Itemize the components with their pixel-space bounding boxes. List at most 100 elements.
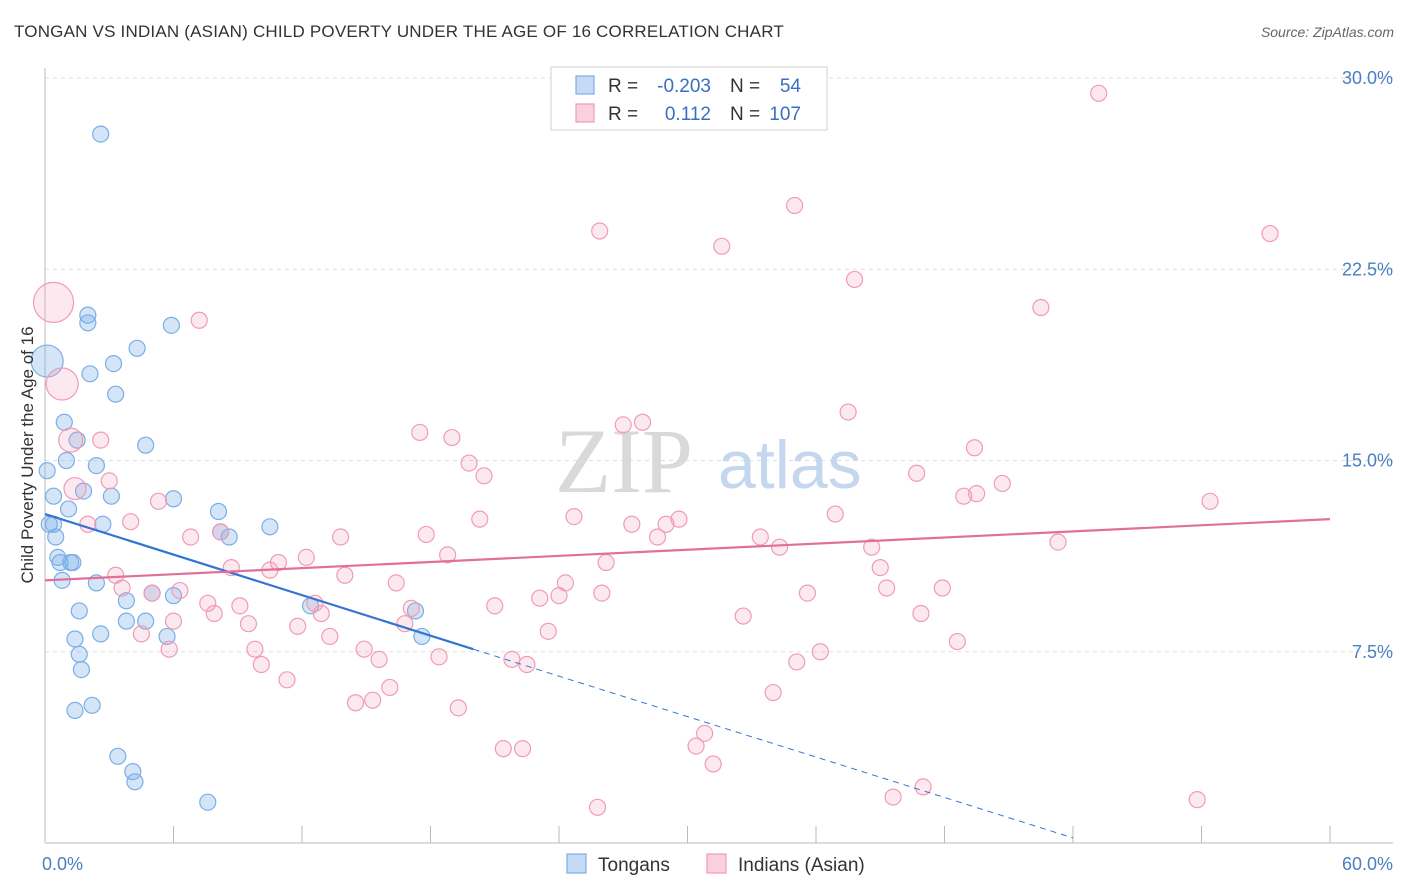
indians-point: [539, 622, 557, 640]
indians-point: [63, 476, 87, 501]
tongans-point: [137, 612, 155, 630]
y-tick-label: 22.5%: [1342, 259, 1393, 279]
chart-title: TONGAN VS INDIAN (ASIAN) CHILD POVERTY U…: [14, 22, 784, 41]
legend-indians-swatch: [706, 853, 727, 874]
source-label: Source: ZipAtlas.com: [1260, 24, 1394, 40]
tongans-point: [117, 612, 135, 630]
indians-point: [149, 492, 168, 510]
indians-point: [231, 597, 249, 615]
tongans-point: [124, 762, 142, 781]
legend-tongans-label: Tongans: [598, 855, 670, 876]
indians-point: [239, 615, 258, 633]
watermark-atlas: atlas: [718, 427, 862, 503]
tongans-point: [74, 482, 93, 500]
indians-point: [289, 617, 307, 635]
tongans-swatch: [575, 75, 595, 95]
indians-point: [100, 472, 118, 490]
indians-point: [713, 237, 731, 255]
indians-point: [593, 584, 611, 602]
indians-point: [205, 604, 223, 623]
indians-point: [878, 579, 896, 597]
indians-point: [370, 650, 388, 669]
indians-point: [297, 548, 315, 567]
indians-point: [212, 523, 230, 541]
indians-point: [430, 648, 448, 666]
tongans-point: [117, 592, 135, 610]
data-points: [30, 84, 1279, 816]
tongans-n-label: N =: [730, 76, 760, 97]
stats-legend-box: [550, 66, 828, 131]
indians-point: [143, 584, 161, 602]
y-tick-label: 7.5%: [1352, 642, 1393, 662]
series-legend: Tongans Indians (Asian): [566, 853, 865, 876]
indians-point: [597, 553, 615, 572]
watermark-zip: ZIP: [555, 410, 693, 512]
tongans-point: [128, 339, 146, 357]
indians-point: [58, 427, 84, 453]
tongans-point: [70, 645, 88, 663]
indians-point: [531, 589, 549, 607]
indians-point: [648, 528, 667, 546]
indians-point: [486, 597, 504, 615]
indians-point: [355, 640, 373, 658]
indians-point: [993, 474, 1011, 493]
legend-tongans-swatch: [566, 853, 587, 874]
indians-point: [199, 594, 217, 612]
indians-points: [32, 84, 1279, 816]
tongans-point: [107, 385, 125, 403]
indians-point: [845, 270, 864, 289]
indians-point: [871, 558, 889, 577]
indians-point: [1090, 84, 1108, 102]
tongans-point: [70, 602, 88, 620]
indians-point: [1049, 533, 1067, 551]
indians-point: [1032, 298, 1050, 317]
indians-point: [411, 423, 429, 442]
indians-point: [657, 515, 675, 533]
indians-point: [670, 510, 688, 528]
tongans-point: [83, 696, 101, 714]
tongans-point: [137, 436, 155, 454]
legend-indians-label: Indians (Asian): [738, 855, 865, 876]
tongans-point: [109, 747, 127, 765]
indians-point: [182, 528, 200, 546]
indians-point: [402, 599, 420, 618]
indians-point: [336, 566, 354, 584]
indians-point: [312, 604, 330, 623]
indians-point: [381, 678, 399, 697]
indians-point: [811, 643, 829, 661]
y-tick-label: 30.0%: [1342, 68, 1393, 88]
indians-point: [494, 740, 512, 758]
y-tick-label: 15.0%: [1342, 451, 1393, 471]
axes: [44, 68, 1393, 844]
indians-point: [364, 691, 382, 709]
tongans-point: [220, 528, 238, 546]
tongans-point: [126, 773, 144, 791]
tongans-point: [44, 487, 63, 505]
tongans-point: [87, 457, 106, 475]
tongans-point: [162, 316, 180, 334]
indians-point: [278, 671, 296, 689]
tongans-r-label: R =: [608, 76, 638, 97]
indians-point: [588, 798, 607, 816]
tongans-point: [92, 625, 110, 643]
indians-point: [331, 528, 350, 546]
indians-point: [826, 505, 844, 523]
indians-point: [556, 574, 575, 592]
tongans-point: [72, 660, 91, 679]
indians-r-value: 0.112: [665, 104, 711, 125]
indians-point: [449, 699, 467, 717]
indians-point: [1201, 492, 1219, 510]
indians-point: [770, 538, 789, 556]
indians-point: [751, 528, 769, 546]
indians-n-label: N =: [730, 104, 760, 125]
indians-point: [1261, 224, 1279, 243]
indians-point: [417, 525, 435, 544]
indians-point: [190, 311, 208, 329]
indians-point: [513, 740, 532, 758]
tongans-point: [104, 355, 123, 373]
indians-point: [785, 196, 804, 215]
indians-point: [764, 683, 782, 702]
indians-point: [122, 513, 140, 531]
indians-point: [439, 546, 457, 564]
tongans-point: [102, 487, 120, 505]
